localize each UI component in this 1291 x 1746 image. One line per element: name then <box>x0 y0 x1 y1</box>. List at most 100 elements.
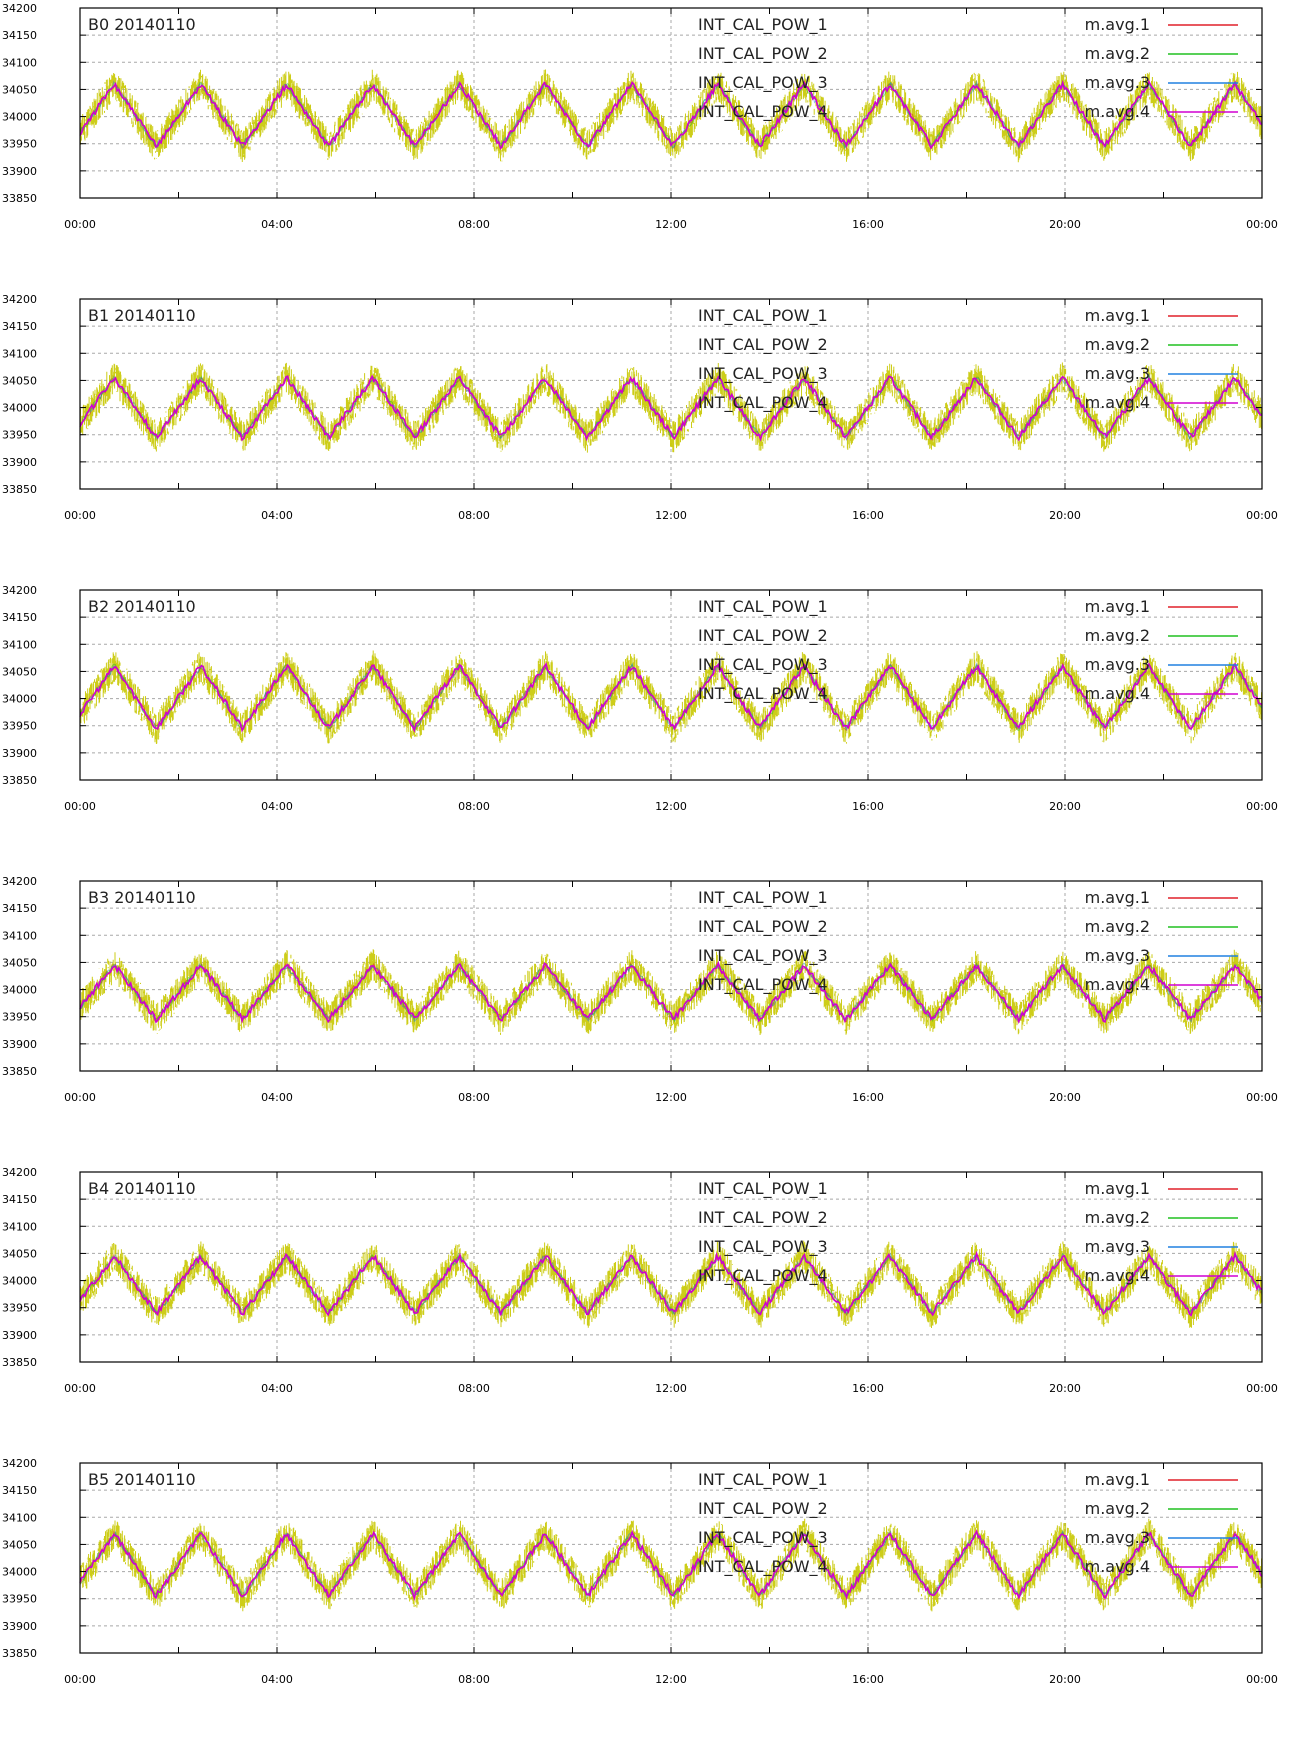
legend-label-raw: INT_CAL_POW_1 <box>698 888 828 908</box>
y-tick-label: 33900 <box>2 747 37 760</box>
x-tick-label: 00:00 <box>1246 509 1278 522</box>
legend-label-raw: INT_CAL_POW_3 <box>698 73 828 93</box>
x-tick-label: 20:00 <box>1049 1382 1081 1395</box>
legend-label-avg: m.avg.1 <box>1085 888 1150 907</box>
y-tick-label: 33950 <box>2 1011 37 1024</box>
y-tick-label: 34050 <box>2 83 37 96</box>
y-tick-label: 33950 <box>2 429 37 442</box>
legend-label-avg: m.avg.4 <box>1085 1266 1150 1285</box>
y-tick-label: 34150 <box>2 1484 37 1497</box>
y-tick-label: 34200 <box>2 584 37 597</box>
legend-label-avg: m.avg.3 <box>1085 73 1150 92</box>
x-tick-label: 00:00 <box>64 509 96 522</box>
x-tick-label: 16:00 <box>852 800 884 813</box>
x-tick-label: 04:00 <box>261 1673 293 1686</box>
y-tick-label: 34000 <box>2 402 37 415</box>
y-tick-label: 33950 <box>2 1593 37 1606</box>
legend-label-raw: INT_CAL_POW_2 <box>698 335 828 355</box>
x-tick-label: 12:00 <box>655 509 687 522</box>
y-tick-label: 33950 <box>2 1302 37 1315</box>
legend-label-avg: m.avg.4 <box>1085 393 1150 412</box>
legend-label-avg: m.avg.2 <box>1085 626 1150 645</box>
y-tick-label: 33850 <box>2 483 37 496</box>
legend-label-avg: m.avg.1 <box>1085 1179 1150 1198</box>
x-tick-label: 00:00 <box>64 1091 96 1104</box>
y-tick-label: 33900 <box>2 456 37 469</box>
legend-label-avg: m.avg.3 <box>1085 364 1150 383</box>
legend-label-raw: INT_CAL_POW_1 <box>698 1470 828 1490</box>
x-tick-label: 12:00 <box>655 1091 687 1104</box>
legend-label-avg: m.avg.2 <box>1085 1208 1150 1227</box>
chart-title: B5 20140110 <box>88 1470 196 1489</box>
y-tick-label: 34200 <box>2 1166 37 1179</box>
y-tick-label: 33900 <box>2 165 37 178</box>
legend-label-raw: INT_CAL_POW_2 <box>698 44 828 64</box>
x-tick-label: 16:00 <box>852 1673 884 1686</box>
x-tick-label: 08:00 <box>458 800 490 813</box>
y-tick-label: 34050 <box>2 374 37 387</box>
x-tick-label: 04:00 <box>261 509 293 522</box>
legend-label-avg: m.avg.3 <box>1085 1528 1150 1547</box>
y-tick-label: 33850 <box>2 1647 37 1660</box>
y-tick-label: 34100 <box>2 1511 37 1524</box>
y-tick-label: 34000 <box>2 111 37 124</box>
x-tick-label: 12:00 <box>655 800 687 813</box>
x-tick-label: 16:00 <box>852 1382 884 1395</box>
y-tick-label: 34000 <box>2 693 37 706</box>
legend-label-avg: m.avg.2 <box>1085 917 1150 936</box>
legend-label-raw: INT_CAL_POW_2 <box>698 917 828 937</box>
x-tick-label: 04:00 <box>261 1091 293 1104</box>
x-tick-label: 00:00 <box>64 800 96 813</box>
x-tick-label: 12:00 <box>655 1673 687 1686</box>
legend-label-avg: m.avg.4 <box>1085 1557 1150 1576</box>
legend-label-avg: m.avg.1 <box>1085 597 1150 616</box>
legend-label-raw: INT_CAL_POW_3 <box>698 946 828 966</box>
y-tick-label: 33850 <box>2 1065 37 1078</box>
y-tick-label: 34200 <box>2 2 37 15</box>
legend-label-avg: m.avg.4 <box>1085 684 1150 703</box>
legend-label-raw: INT_CAL_POW_2 <box>698 626 828 646</box>
x-tick-label: 20:00 <box>1049 1091 1081 1104</box>
legend-label-raw: INT_CAL_POW_2 <box>698 1499 828 1519</box>
y-tick-label: 33900 <box>2 1038 37 1051</box>
y-tick-label: 34100 <box>2 347 37 360</box>
legend: INT_CAL_POW_1 INT_CAL_POW_2 INT_CAL_POW_3 I… <box>698 597 1238 704</box>
chart-panel-4: 33850 33900 33950 34000 34050 34100 34150 34200… <box>2 1166 1278 1395</box>
legend-label-raw: INT_CAL_POW_4 <box>698 684 828 704</box>
legend-label-raw: INT_CAL_POW_3 <box>698 1528 828 1548</box>
y-tick-label: 34050 <box>2 1247 37 1260</box>
y-tick-label: 34050 <box>2 665 37 678</box>
chart-title: B1 20140110 <box>88 306 196 325</box>
y-tick-label: 34200 <box>2 293 37 306</box>
chart-panel-1: 33850 33900 33950 34000 34050 34100 34150 34200… <box>2 293 1278 522</box>
x-tick-label: 00:00 <box>1246 800 1278 813</box>
legend-label-raw: INT_CAL_POW_4 <box>698 1557 828 1577</box>
x-tick-label: 20:00 <box>1049 218 1081 231</box>
y-tick-label: 34100 <box>2 929 37 942</box>
y-tick-label: 34100 <box>2 1220 37 1233</box>
y-tick-label: 34150 <box>2 1193 37 1206</box>
x-tick-label: 12:00 <box>655 1382 687 1395</box>
avg-series-4 <box>79 79 1263 150</box>
chart-panel-5: 33850 33900 33950 34000 34050 34100 34150 34200… <box>2 1457 1278 1686</box>
legend-label-avg: m.avg.2 <box>1085 1499 1150 1518</box>
x-tick-label: 08:00 <box>458 509 490 522</box>
y-tick-label: 34000 <box>2 1566 37 1579</box>
legend-label-avg: m.avg.2 <box>1085 44 1150 63</box>
chart-title: B0 20140110 <box>88 15 196 34</box>
x-tick-label: 16:00 <box>852 509 884 522</box>
legend: INT_CAL_POW_1 INT_CAL_POW_2 INT_CAL_POW_3 I… <box>698 306 1238 413</box>
legend-label-raw: INT_CAL_POW_4 <box>698 102 828 122</box>
chart-title: B2 20140110 <box>88 597 196 616</box>
x-tick-label: 16:00 <box>852 218 884 231</box>
y-tick-label: 34150 <box>2 29 37 42</box>
x-tick-label: 04:00 <box>261 218 293 231</box>
y-tick-label: 33950 <box>2 720 37 733</box>
avg-series-4 <box>79 1529 1263 1602</box>
legend-label-avg: m.avg.3 <box>1085 946 1150 965</box>
avg-series-4 <box>79 662 1263 733</box>
legend: INT_CAL_POW_1 INT_CAL_POW_2 INT_CAL_POW_3 I… <box>698 15 1238 122</box>
legend-label-raw: INT_CAL_POW_1 <box>698 15 828 35</box>
y-tick-label: 34200 <box>2 1457 37 1470</box>
